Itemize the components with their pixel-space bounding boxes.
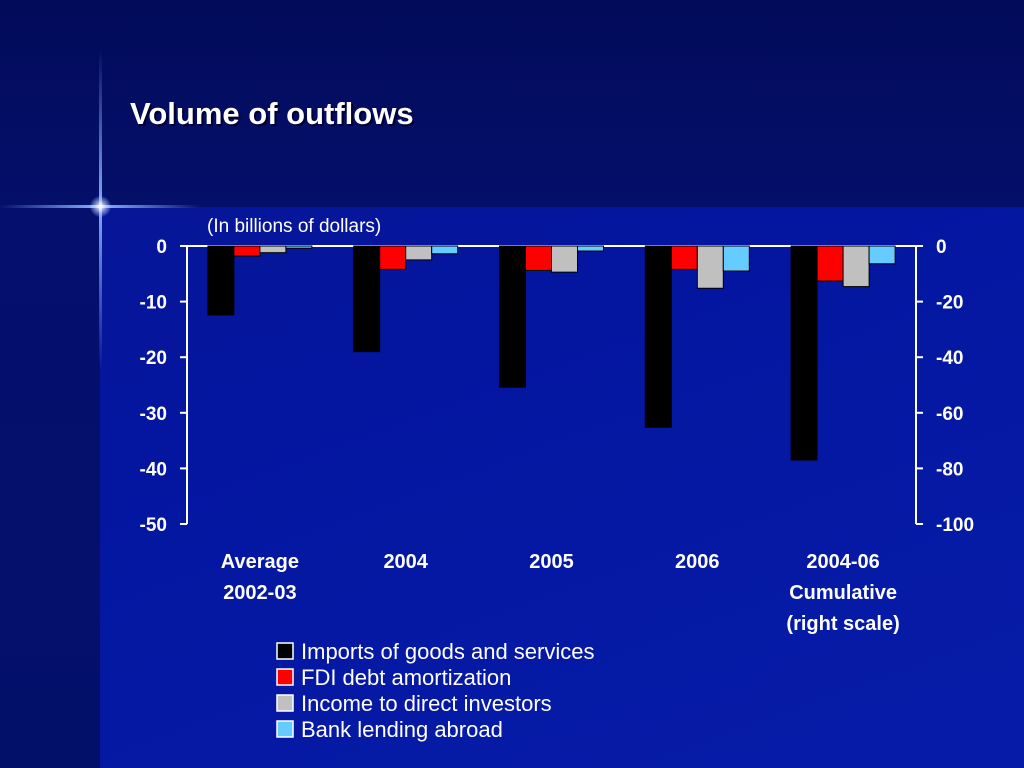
category-label: (right scale) <box>786 613 899 635</box>
bank-lending-bar <box>868 245 896 265</box>
imports-bar <box>353 245 381 353</box>
left-axis-tick-label: -50 <box>140 515 167 536</box>
imports-bar <box>790 245 818 461</box>
legend-label: Income to direct investors <box>301 691 552 716</box>
category-label: 2004-06 <box>806 551 879 573</box>
category-label: Cumulative <box>789 582 897 604</box>
bank-lending-bar <box>285 245 313 249</box>
imports-bar <box>207 245 235 316</box>
left-axis-tick-label: -40 <box>140 459 167 480</box>
fdi-amortization-bar <box>379 245 407 270</box>
category-labels: Average 2002-03 2004 2005 2006 2004-06 Cumulat… <box>221 551 900 635</box>
bank-lending-bar <box>722 245 750 272</box>
title-band <box>0 0 1024 207</box>
legend-swatch <box>276 642 294 660</box>
bank-lending-bar <box>577 245 604 252</box>
category-label: 2004 <box>383 551 428 573</box>
category-label: 2006 <box>675 551 720 573</box>
right-axis-tick-label: -60 <box>936 404 963 425</box>
income-bar <box>842 245 870 288</box>
left-axis-tick-label: 0 <box>156 237 167 258</box>
legend-label: Imports of goods and services <box>301 639 594 664</box>
chart-subtitle: (In billions of dollars) <box>207 216 381 237</box>
imports-bar <box>499 245 526 388</box>
fdi-amortization-bar <box>525 245 552 271</box>
left-axis-tick-label: -30 <box>140 404 167 425</box>
category-label: Average <box>221 551 299 573</box>
legend-swatch <box>276 668 294 686</box>
income-bar <box>551 245 578 273</box>
category-label: 2002-03 <box>223 582 296 604</box>
legend-swatch <box>276 720 294 738</box>
category-label: 2005 <box>529 551 574 573</box>
legend-label: FDI debt amortization <box>301 665 511 690</box>
right-axis-tick-label: 0 <box>936 237 947 258</box>
legend-swatch <box>276 694 294 712</box>
fdi-amortization-bar <box>670 245 698 270</box>
bars <box>207 245 896 461</box>
left-axis-tick-label: -10 <box>140 293 167 314</box>
fdi-amortization-bar <box>233 245 261 257</box>
right-axis-tick-label: -80 <box>936 459 963 480</box>
right-axis-tick-label: -40 <box>936 348 963 369</box>
right-axis-tick-label: -100 <box>936 515 974 536</box>
bank-lending-bar <box>431 245 459 255</box>
slide-title: Volume of outflows <box>130 96 414 131</box>
imports-bar <box>644 245 672 428</box>
legend-label: Bank lending abroad <box>301 717 503 742</box>
income-bar <box>259 245 287 254</box>
fdi-amortization-bar <box>816 245 844 282</box>
left-axis-tick-label: -20 <box>140 348 167 369</box>
income-bar <box>405 245 433 261</box>
left-band <box>0 207 100 768</box>
right-axis-tick-label: -20 <box>936 293 963 314</box>
income-bar <box>696 245 724 289</box>
light-flare-center <box>90 196 111 217</box>
